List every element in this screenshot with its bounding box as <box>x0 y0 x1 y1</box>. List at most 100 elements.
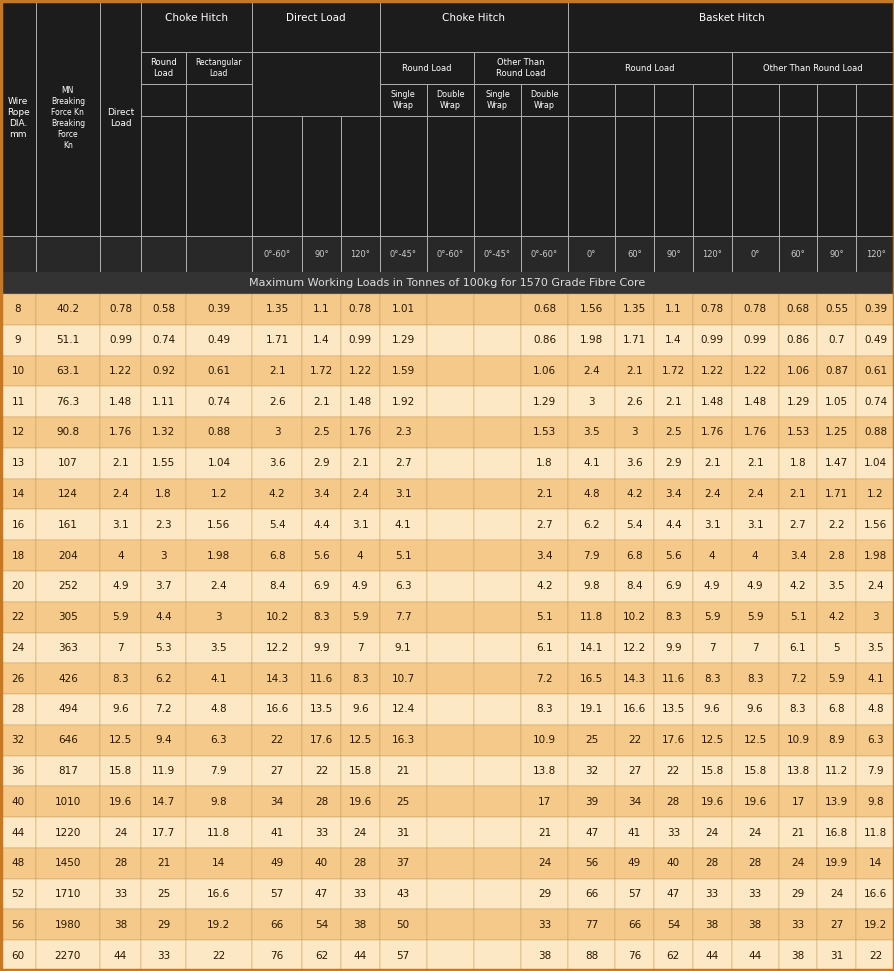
Text: 25: 25 <box>585 735 597 745</box>
Text: 44: 44 <box>747 951 761 960</box>
Bar <box>730 84 778 116</box>
Text: 21: 21 <box>537 827 551 838</box>
Text: 12.2: 12.2 <box>622 643 645 653</box>
Bar <box>816 787 856 818</box>
Bar <box>341 818 379 848</box>
Text: 8.3: 8.3 <box>664 612 681 622</box>
Text: 1.48: 1.48 <box>109 397 132 407</box>
Bar <box>0 755 36 787</box>
Text: 3.6: 3.6 <box>626 458 642 468</box>
Bar <box>778 724 816 755</box>
Bar <box>379 236 426 272</box>
Bar <box>301 386 341 418</box>
Bar <box>816 848 856 879</box>
Bar <box>473 755 520 787</box>
Text: 47: 47 <box>315 889 328 899</box>
Bar <box>99 755 141 787</box>
Text: 76: 76 <box>628 951 640 960</box>
Bar <box>654 294 692 324</box>
Bar <box>520 510 568 540</box>
Bar <box>36 571 99 602</box>
Bar <box>778 510 816 540</box>
Text: 13.5: 13.5 <box>661 704 684 715</box>
Bar <box>99 694 141 724</box>
Bar <box>730 724 778 755</box>
Text: 9.9: 9.9 <box>664 643 681 653</box>
Text: 4.8: 4.8 <box>210 704 227 715</box>
Text: 426: 426 <box>58 674 78 684</box>
Bar <box>520 116 568 236</box>
Text: 2.9: 2.9 <box>664 458 681 468</box>
Bar <box>379 355 426 386</box>
Text: Round Load: Round Load <box>624 63 674 73</box>
Text: 17: 17 <box>537 797 551 807</box>
Bar <box>692 879 730 910</box>
Bar <box>614 116 654 236</box>
Text: 3.7: 3.7 <box>155 582 172 591</box>
Bar <box>856 910 894 940</box>
Text: 1.11: 1.11 <box>152 397 175 407</box>
Text: 13.8: 13.8 <box>532 766 555 776</box>
Bar <box>426 324 473 355</box>
Bar <box>141 0 252 52</box>
Bar <box>816 510 856 540</box>
Bar <box>379 787 426 818</box>
Bar <box>0 818 36 848</box>
Text: 43: 43 <box>396 889 409 899</box>
Text: 0.99: 0.99 <box>109 335 132 345</box>
Bar <box>473 84 520 116</box>
Text: 77: 77 <box>585 920 597 930</box>
Bar <box>692 479 730 510</box>
Text: 8.3: 8.3 <box>536 704 552 715</box>
Bar <box>379 0 568 52</box>
Text: 19.2: 19.2 <box>207 920 231 930</box>
Bar <box>99 324 141 355</box>
Text: 14.3: 14.3 <box>266 674 289 684</box>
Bar <box>730 910 778 940</box>
Bar <box>301 540 341 571</box>
Text: 7.2: 7.2 <box>536 674 552 684</box>
Text: 10.2: 10.2 <box>622 612 645 622</box>
Text: 161: 161 <box>58 519 78 530</box>
Text: 9.8: 9.8 <box>210 797 227 807</box>
Bar <box>379 324 426 355</box>
Text: 50: 50 <box>396 920 409 930</box>
Bar <box>341 294 379 324</box>
Text: 2.7: 2.7 <box>394 458 411 468</box>
Bar <box>141 84 185 116</box>
Text: 19.1: 19.1 <box>579 704 603 715</box>
Text: 54: 54 <box>666 920 679 930</box>
Bar <box>473 355 520 386</box>
Bar <box>301 510 341 540</box>
Bar <box>301 448 341 479</box>
Text: 1.35: 1.35 <box>266 304 289 315</box>
Text: 10.9: 10.9 <box>532 735 555 745</box>
Bar <box>473 236 520 272</box>
Text: 17.7: 17.7 <box>152 827 175 838</box>
Bar <box>36 540 99 571</box>
Bar <box>99 510 141 540</box>
Text: 22: 22 <box>12 612 25 622</box>
Bar <box>692 910 730 940</box>
Text: 0.87: 0.87 <box>824 366 848 376</box>
Bar <box>692 386 730 418</box>
Bar <box>379 940 426 971</box>
Bar <box>730 324 778 355</box>
Text: 0.49: 0.49 <box>863 335 886 345</box>
Text: 20: 20 <box>12 582 24 591</box>
Bar <box>692 510 730 540</box>
Bar <box>856 724 894 755</box>
Text: 66: 66 <box>585 889 597 899</box>
Text: 44: 44 <box>12 827 25 838</box>
Bar <box>341 386 379 418</box>
Text: 6.8: 6.8 <box>626 551 642 560</box>
Bar <box>379 724 426 755</box>
Text: 15.8: 15.8 <box>700 766 723 776</box>
Bar <box>141 52 185 84</box>
Text: 14: 14 <box>212 858 225 868</box>
Bar <box>36 879 99 910</box>
Bar <box>568 116 614 236</box>
Bar <box>692 294 730 324</box>
Text: 2.4: 2.4 <box>210 582 227 591</box>
Bar <box>0 663 36 694</box>
